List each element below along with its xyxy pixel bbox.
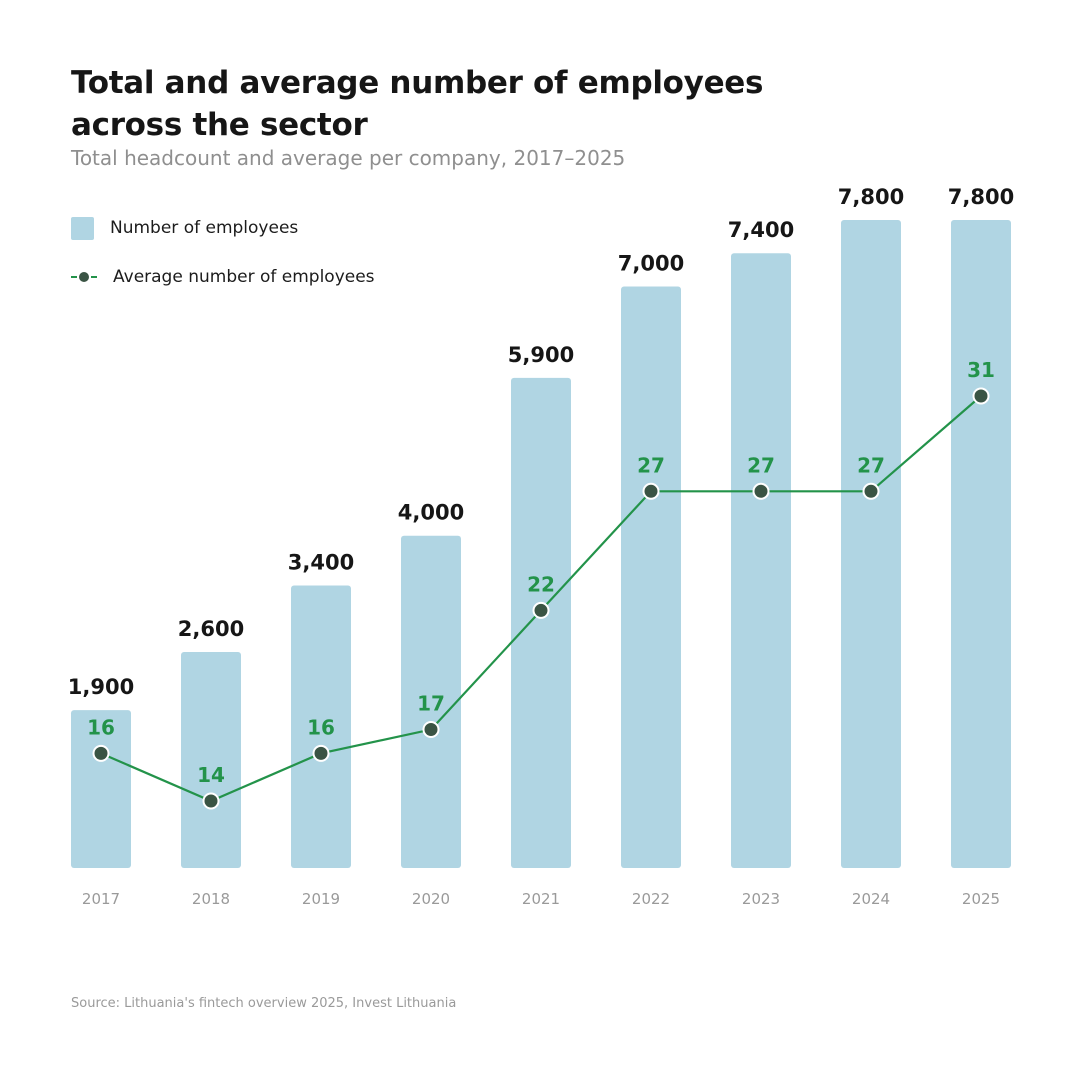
bar-value-label-2024: 7,800 (838, 185, 904, 209)
average-point-2023 (752, 482, 770, 500)
x-tick-2023: 2023 (742, 890, 780, 908)
bar-2025 (951, 220, 1011, 868)
line-layer (92, 387, 990, 810)
bar-2023 (731, 253, 791, 868)
x-tick-2017: 2017 (82, 890, 120, 908)
bar-value-label-2022: 7,000 (618, 251, 684, 275)
bar-2019 (291, 585, 351, 868)
x-tick-2018: 2018 (192, 890, 230, 908)
average-point-2021 (532, 601, 550, 619)
bar-2021 (511, 377, 571, 868)
average-value-label-2021: 22 (527, 572, 555, 596)
avg-labels-layer: 16 14 16 17 22 27 27 27 31 (87, 358, 995, 787)
x-tick-2024: 2024 (852, 890, 890, 908)
average-point-2022 (642, 482, 660, 500)
average-point-2019 (312, 744, 330, 762)
x-tick-2020: 2020 (412, 890, 450, 908)
average-value-label-2023: 27 (747, 453, 775, 477)
bar-value-label-2023: 7,400 (728, 218, 794, 242)
bar-value-label-2025: 7,800 (948, 185, 1014, 209)
average-point-2017 (92, 744, 110, 762)
average-value-label-2024: 27 (857, 453, 885, 477)
average-value-label-2018: 14 (197, 763, 225, 787)
bar-value-label-2021: 5,900 (508, 343, 574, 367)
average-value-label-2017: 16 (87, 715, 115, 739)
legend-label-average: Average number of employees (113, 267, 375, 287)
bar-value-label-2018: 2,600 (178, 617, 244, 641)
average-value-label-2020: 17 (417, 692, 445, 716)
bar-2022 (621, 286, 681, 868)
bar-2017 (71, 710, 131, 868)
bar-value-label-2020: 4,000 (398, 501, 464, 525)
average-value-label-2022: 27 (637, 453, 665, 477)
x-tick-2022: 2022 (632, 890, 670, 908)
average-point-2020 (422, 721, 440, 739)
bars-layer (71, 220, 1011, 868)
bar-2018 (181, 652, 241, 868)
legend-item-average: Average number of employees (71, 265, 375, 289)
chart-title: Total and average number of employees ac… (71, 65, 764, 143)
chart-subtitle: Total headcount and average per company,… (71, 146, 626, 170)
average-value-label-2019: 16 (307, 715, 335, 739)
legend-item-employees: Number of employees (71, 216, 298, 240)
x-tick-2019: 2019 (302, 890, 340, 908)
x-tick-2025: 2025 (962, 890, 1000, 908)
bar-2020 (401, 535, 461, 868)
source-note: Source: Lithuania's fintech overview 202… (71, 996, 457, 1011)
bar-2024 (841, 220, 901, 868)
bar-labels-layer: 1,900 2,600 3,400 4,000 5,900 7,000 7,400 7,800… (68, 185, 1014, 699)
average-value-label-2025: 31 (967, 358, 995, 382)
bar-value-label-2017: 1,900 (68, 675, 134, 699)
legend-label-employees: Number of employees (110, 218, 299, 238)
x-ticks-layer: 2017 2018 2019 2020 2021 2022 2023 2024 2025 (82, 890, 1000, 908)
bar-value-label-2019: 3,400 (288, 551, 354, 575)
average-point-2025 (972, 387, 990, 405)
x-tick-2021: 2021 (522, 890, 560, 908)
legend-bar-swatch (71, 216, 94, 240)
legend-line-swatch (71, 272, 97, 282)
average-point-2024 (862, 482, 880, 500)
average-point-2018 (202, 792, 220, 810)
